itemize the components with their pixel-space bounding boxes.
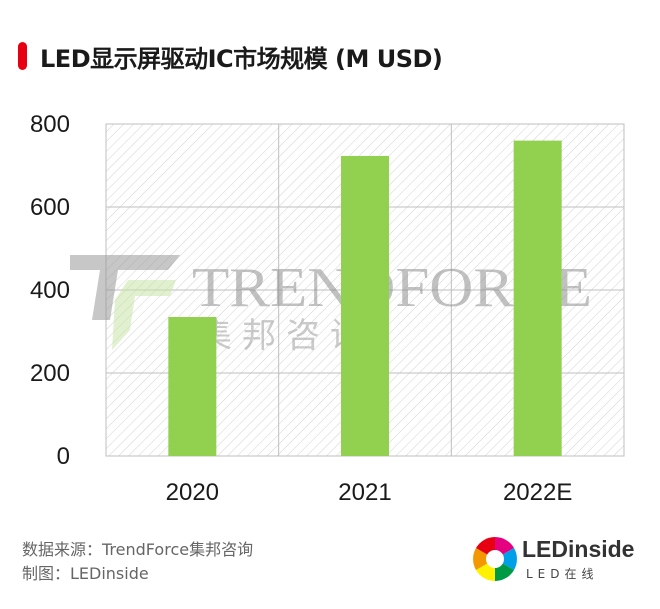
chart-title: LED显示屏驱动IC市场规模 (M USD) (18, 40, 443, 73)
chart-title-text: LED显示屏驱动IC市场规模 (M USD) (40, 44, 443, 73)
x-axis-ticks: 2020 2021 2022E (166, 479, 573, 506)
x-tick-label: 2022E (503, 479, 572, 506)
x-tick-label: 2021 (338, 479, 391, 506)
y-tick-label: 400 (30, 277, 70, 304)
source-note: 数据来源：TrendForce集邦咨询 制图：LEDinside (22, 538, 253, 586)
watermark-logo-dark (70, 255, 180, 320)
logo-wordmark: LEDinside (522, 536, 635, 562)
ledinside-logo: LEDinside LED在线 (470, 534, 650, 584)
bar-2022E (513, 140, 562, 456)
source-line: 数据来源：TrendForce集邦咨询 (22, 540, 254, 559)
y-tick-label: 600 (30, 194, 70, 221)
x-tick-label: 2020 (166, 479, 219, 506)
bar-2020 (168, 316, 217, 456)
bar-2021 (341, 155, 389, 456)
title-marker (18, 42, 27, 70)
watermark-cjk: 集邦咨询 (198, 316, 374, 356)
author-line: 制图：LEDinside (22, 564, 149, 583)
ledinside-logo-mark (473, 537, 517, 581)
y-tick-label: 0 (57, 443, 70, 470)
y-axis-ticks: 0 200 400 600 800 (30, 111, 70, 470)
y-tick-label: 200 (30, 360, 70, 387)
watermark-logo-green (112, 280, 176, 350)
bars (168, 140, 562, 456)
y-tick-label: 800 (30, 111, 70, 138)
logo-subtitle: LED在线 (526, 567, 599, 581)
